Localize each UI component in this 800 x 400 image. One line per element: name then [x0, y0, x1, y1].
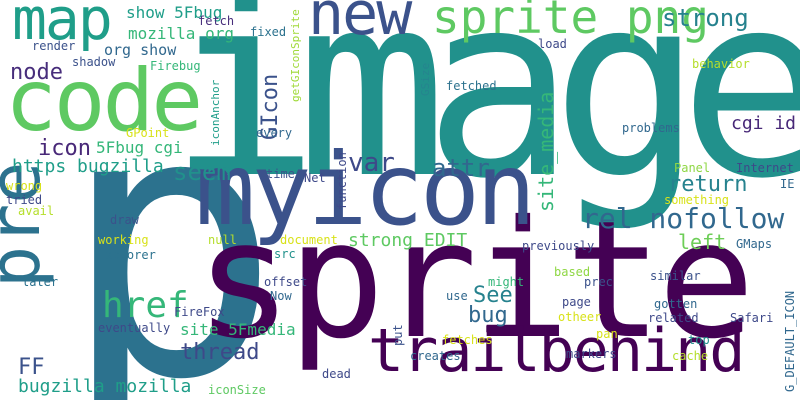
word-iconanchor: iconAnchor — [209, 79, 222, 146]
word-seem: seem — [173, 158, 231, 186]
word-similar: similar — [650, 269, 701, 283]
word-strong-edit: strong EDIT — [348, 230, 468, 251]
word-null: null — [208, 233, 237, 247]
word-fixed: fixed — [250, 25, 287, 39]
word-see: See — [473, 283, 513, 308]
word-avail: avail — [18, 204, 55, 218]
word-attr: attr — [432, 154, 490, 182]
word-now: Now — [270, 289, 292, 303]
word-creates: creates — [410, 349, 461, 363]
word-function: function — [335, 152, 349, 210]
word-href: href — [102, 285, 189, 326]
word-ie: IE — [780, 177, 795, 191]
word-gpoint: GPoint — [126, 126, 170, 140]
word-p: p — [60, 31, 282, 400]
word-internet: Internet — [736, 161, 794, 175]
word-map: map — [12, 0, 113, 53]
word-mozilla-org: mozilla org — [128, 24, 234, 43]
word-explorer: Explorer — [98, 248, 156, 262]
word-firebug: Firebug — [150, 59, 201, 73]
word-tried: tried — [6, 193, 43, 207]
word-node: node — [10, 60, 63, 85]
word-iconsize: iconSize — [208, 383, 266, 397]
word-gotten: gotten — [654, 297, 698, 311]
word-net: Net — [304, 171, 326, 185]
word-prec: prec — [584, 275, 613, 289]
word-might: might — [488, 275, 525, 289]
word-myicon: myicon — [195, 131, 536, 248]
word-trailbehind: trailbehind — [368, 316, 745, 386]
word-previously: previously — [522, 239, 595, 253]
word-g-default-icon: G_DEFAULT_ICON — [783, 290, 797, 392]
word-cgi-id: cgi id — [731, 113, 797, 134]
word-offset: offset — [264, 275, 308, 289]
word-otheer: otheer — [558, 310, 602, 324]
word-top: top — [688, 333, 710, 347]
word-firefox: FireFox — [174, 305, 225, 319]
word-every: every — [256, 126, 293, 140]
word-wrong: wrong — [6, 179, 43, 193]
word-based: based — [554, 265, 591, 279]
word-gmaps: GMaps — [736, 237, 773, 251]
word-https-bugzilla: https bugzilla — [12, 156, 164, 177]
word-getgiconsprite: getGIconSprite — [289, 9, 302, 102]
word-draw: draw — [110, 213, 139, 227]
word-sprite: sprite — [195, 187, 755, 375]
word-bugzilla-mozilla: bugzilla mozilla — [18, 376, 192, 397]
word-working: working — [98, 233, 149, 247]
word-site-media: site_media — [534, 91, 558, 212]
word-pan: pan — [596, 327, 618, 341]
word-panel: Panel — [674, 161, 711, 175]
word-shadow: shadow — [72, 55, 116, 69]
word-fetched: fetched — [446, 79, 497, 93]
word-site-5fmedia: site 5Fmedia — [180, 320, 296, 339]
word-5fbug-cgi: 5Fbug cgi — [96, 138, 183, 157]
word-dead: dead — [322, 367, 351, 381]
word-markers: markers — [566, 347, 617, 361]
word-new: new — [308, 0, 412, 49]
word-src: src — [274, 247, 296, 261]
word-fetches: fetches — [442, 333, 493, 347]
word-show-5fbug: show 5Fbug — [126, 3, 223, 22]
word-cache: cache — [672, 349, 709, 363]
word-problems: problems — [622, 121, 680, 135]
word-rel-nofollow: rel nofollow — [582, 202, 785, 235]
word-gsize: GSize — [419, 62, 432, 96]
word-safari: Safari — [730, 311, 774, 325]
word-ff: FF — [18, 355, 45, 380]
word-icon: icon — [38, 136, 91, 161]
word-render: render — [32, 39, 76, 53]
word-document: document — [280, 233, 338, 247]
word-later: later — [22, 275, 59, 289]
word-return: return — [668, 172, 748, 197]
word-eventually: eventually — [98, 321, 171, 335]
word-load: load — [538, 37, 567, 51]
word-page: page — [562, 295, 591, 309]
word-put: put — [391, 324, 405, 346]
word-image: image — [168, 0, 800, 234]
word-something: something — [664, 193, 730, 207]
word-left: left — [678, 230, 727, 254]
word-strong: strong — [662, 4, 749, 32]
word-related: related — [648, 311, 699, 325]
word-var: var — [348, 148, 395, 178]
word-sprite-png: sprite png — [432, 0, 709, 44]
word-use: use — [446, 289, 468, 303]
word-org-show: org show — [104, 41, 177, 59]
word-behavior: behavior — [692, 57, 750, 71]
word-fetch: fetch — [198, 14, 235, 28]
word-time: time — [266, 167, 295, 181]
word-code: code — [5, 51, 203, 151]
word-thread: thread — [180, 340, 260, 365]
word-bug: bug — [468, 303, 508, 328]
